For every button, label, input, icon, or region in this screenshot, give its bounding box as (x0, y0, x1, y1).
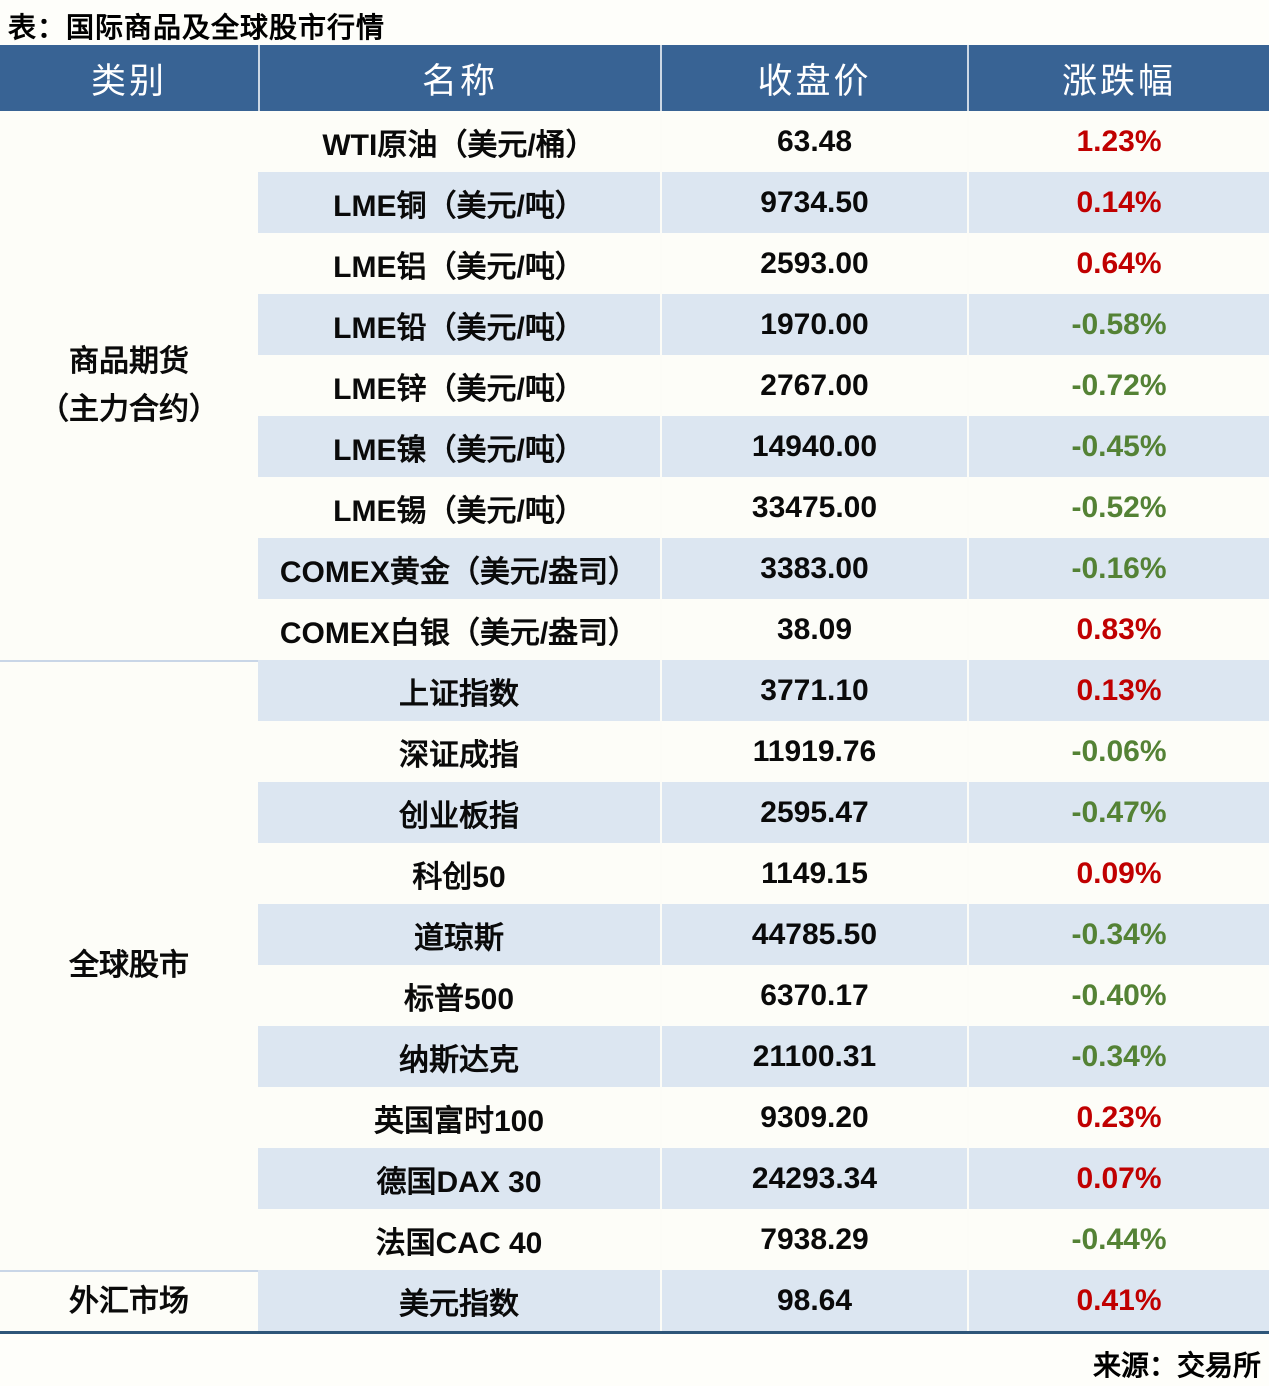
change-cell: 0.14% (967, 172, 1269, 233)
change-cell: -0.72% (967, 355, 1269, 416)
table-row: 创业板指 2595.47 -0.47% (258, 782, 1269, 843)
change-cell: -0.45% (967, 416, 1269, 477)
change-cell: -0.40% (967, 965, 1269, 1026)
name-cell: LME镍（美元/吨） (333, 433, 585, 467)
category-label: 外汇市场 (69, 1284, 189, 1318)
change-cell: 0.41% (967, 1270, 1269, 1331)
close-cell: 2593.00 (660, 233, 967, 294)
name-cell: 创业板指 (399, 799, 519, 833)
page-title: 表：国际商品及全球股市行情 (8, 12, 386, 43)
table-row: 德国DAX 30 24293.34 0.07% (258, 1148, 1269, 1209)
close-cell: 11919.76 (660, 721, 967, 782)
table-row: 标普500 6370.17 -0.40% (258, 965, 1269, 1026)
close-cell: 9309.20 (660, 1087, 967, 1148)
close-cell: 6370.17 (660, 965, 967, 1026)
close-cell: 44785.50 (660, 904, 967, 965)
close-cell: 21100.31 (660, 1026, 967, 1087)
close-cell: 7938.29 (660, 1209, 967, 1270)
name-cell: 深证成指 (399, 738, 519, 772)
table-row: 道琼斯 44785.50 -0.34% (258, 904, 1269, 965)
change-cell: 0.64% (967, 233, 1269, 294)
change-cell: -0.06% (967, 721, 1269, 782)
name-cell: LME铜（美元/吨） (333, 189, 585, 223)
name-cell: 英国富时100 (373, 1104, 545, 1138)
category-cell-commodity-futures: 商品期货 （主力合约） (0, 111, 258, 660)
header-close: 收盘价 (660, 45, 967, 111)
table-row: 深证成指 11919.76 -0.06% (258, 721, 1269, 782)
table-row: LME镍（美元/吨） 14940.00 -0.45% (258, 416, 1269, 477)
close-cell: 3771.10 (660, 660, 967, 721)
table-row: LME铝（美元/吨） 2593.00 0.64% (258, 233, 1269, 294)
name-cell: 上证指数 (399, 677, 519, 711)
change-cell: -0.58% (967, 294, 1269, 355)
close-cell: 38.09 (660, 599, 967, 660)
name-cell: LME铅（美元/吨） (333, 311, 585, 345)
source-note: 来源：交易所 (1092, 1350, 1261, 1381)
change-cell: 0.09% (967, 843, 1269, 904)
close-cell: 1970.00 (660, 294, 967, 355)
close-cell: 1149.15 (660, 843, 967, 904)
change-cell: 1.23% (967, 111, 1269, 172)
change-cell: 0.23% (967, 1087, 1269, 1148)
table-row: 上证指数 3771.10 0.13% (258, 660, 1269, 721)
name-cell: LME铝（美元/吨） (333, 250, 585, 284)
close-cell: 14940.00 (660, 416, 967, 477)
table-row: LME锡（美元/吨） 33475.00 -0.52% (258, 477, 1269, 538)
change-cell: -0.47% (967, 782, 1269, 843)
close-cell: 9734.50 (660, 172, 967, 233)
market-table: 类别 名称 收盘价 涨跌幅 商品期货 （主力合约） 全球股市 外汇市场 WTI原… (0, 45, 1269, 1334)
header-category: 类别 (90, 61, 167, 101)
category-cell-global-stocks: 全球股市 (0, 660, 258, 1270)
name-cell: 科创50 (412, 860, 506, 894)
table-row: 英国富时100 9309.20 0.23% (258, 1087, 1269, 1148)
header-change: 涨跌幅 (967, 45, 1269, 111)
table-header-row: 类别 名称 收盘价 涨跌幅 (0, 45, 1269, 111)
table-row: LME铅（美元/吨） 1970.00 -0.58% (258, 294, 1269, 355)
name-cell: COMEX白银（美元/盎司） (279, 616, 639, 650)
name-cell: 美元指数 (399, 1287, 519, 1321)
change-cell: -0.44% (967, 1209, 1269, 1270)
name-cell: 德国DAX 30 (376, 1165, 542, 1199)
close-cell: 2595.47 (660, 782, 967, 843)
name-cell: 标普500 (403, 982, 515, 1016)
table-body: 商品期货 （主力合约） 全球股市 外汇市场 WTI原油（美元/桶） 63.48 … (0, 111, 1269, 1331)
change-cell: -0.16% (967, 538, 1269, 599)
category-label-line2: （主力合约） (39, 392, 219, 426)
table-row: LME铜（美元/吨） 9734.50 0.14% (258, 172, 1269, 233)
change-cell: 0.83% (967, 599, 1269, 660)
name-cell: WTI原油（美元/桶） (322, 128, 596, 162)
category-cell-fx-market: 外汇市场 (0, 1270, 258, 1331)
name-cell: LME锌（美元/吨） (333, 372, 585, 406)
close-cell: 2767.00 (660, 355, 967, 416)
name-cell: 法国CAC 40 (375, 1226, 543, 1260)
table-row: COMEX黄金（美元/盎司） 3383.00 -0.16% (258, 538, 1269, 599)
header-name: 名称 (258, 45, 660, 111)
change-cell: 0.13% (967, 660, 1269, 721)
change-cell: 0.07% (967, 1148, 1269, 1209)
close-cell: 98.64 (660, 1270, 967, 1331)
table-row: 法国CAC 40 7938.29 -0.44% (258, 1209, 1269, 1270)
close-cell: 24293.34 (660, 1148, 967, 1209)
table-row: 科创50 1149.15 0.09% (258, 843, 1269, 904)
category-label-line1: 商品期货 (69, 344, 189, 378)
data-rows: WTI原油（美元/桶） 63.48 1.23% LME铜（美元/吨） 9734.… (258, 111, 1269, 1331)
name-cell: 道琼斯 (414, 921, 504, 955)
close-cell: 33475.00 (660, 477, 967, 538)
table-row: LME锌（美元/吨） 2767.00 -0.72% (258, 355, 1269, 416)
table-row: 纳斯达克 21100.31 -0.34% (258, 1026, 1269, 1087)
close-cell: 3383.00 (660, 538, 967, 599)
change-cell: -0.52% (967, 477, 1269, 538)
change-cell: -0.34% (967, 904, 1269, 965)
table-row: 美元指数 98.64 0.41% (258, 1270, 1269, 1331)
name-cell: 纳斯达克 (399, 1043, 519, 1077)
close-cell: 63.48 (660, 111, 967, 172)
table-row: COMEX白银（美元/盎司） 38.09 0.83% (258, 599, 1269, 660)
name-cell: LME锡（美元/吨） (333, 494, 585, 528)
table-row: WTI原油（美元/桶） 63.48 1.23% (258, 111, 1269, 172)
name-cell: COMEX黄金（美元/盎司） (279, 555, 639, 589)
category-label: 全球股市 (69, 949, 189, 982)
change-cell: -0.34% (967, 1026, 1269, 1087)
